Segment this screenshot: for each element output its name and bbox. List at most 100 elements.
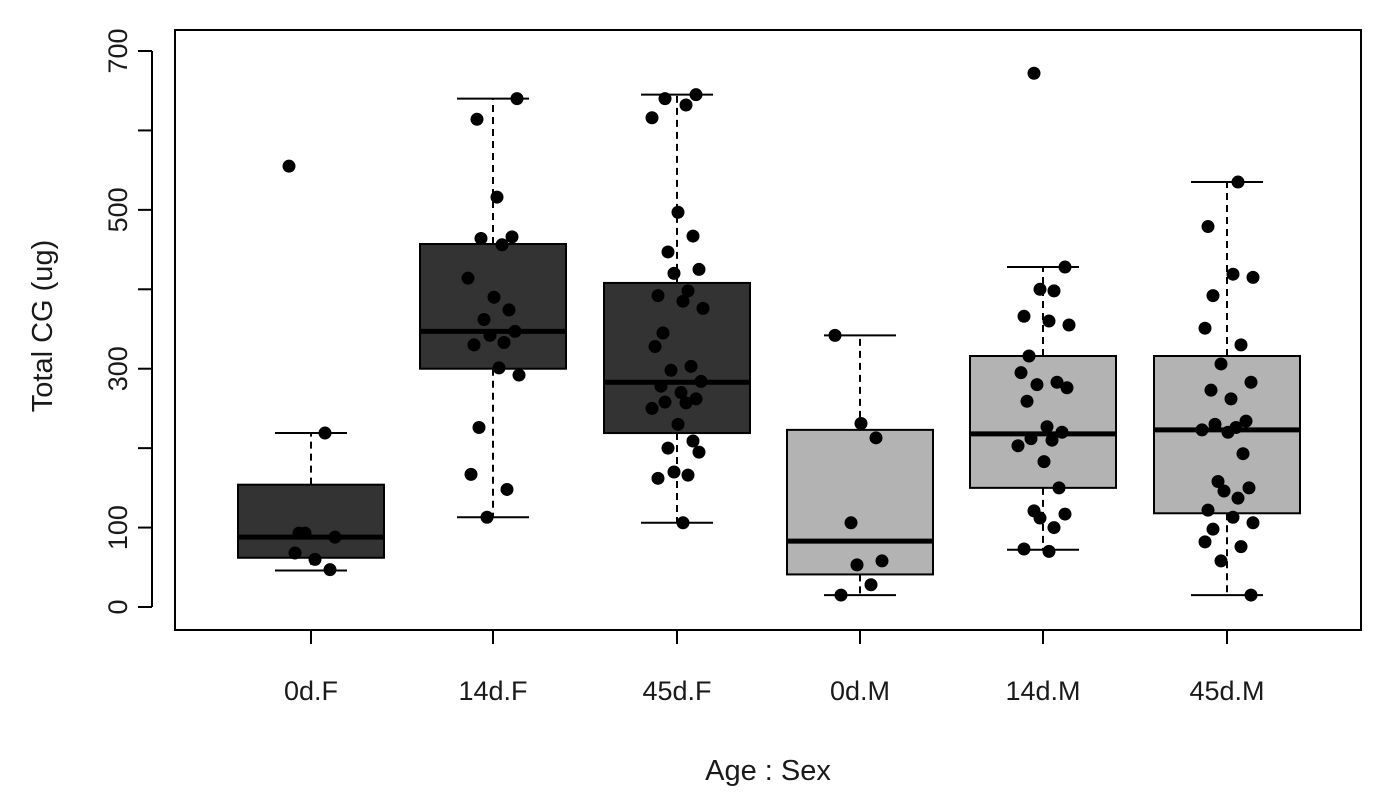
data-point: [1234, 338, 1248, 352]
y-axis: 0 100 300 500 700: [103, 28, 153, 615]
data-point: [1022, 349, 1036, 363]
data-point: [1055, 425, 1069, 439]
x-tick-label: 0d.M: [830, 676, 890, 706]
data-point: [1236, 447, 1250, 461]
data-point: [495, 238, 509, 252]
data-point: [492, 361, 506, 375]
data-point: [679, 396, 693, 410]
box-45d.F: [603, 93, 751, 524]
data-point: [674, 386, 688, 400]
data-point: [308, 552, 322, 566]
data-point: [288, 546, 302, 560]
box-iqr: [419, 243, 567, 370]
data-point: [1058, 260, 1072, 274]
data-point: [1226, 510, 1240, 524]
plot-frame: [174, 29, 1362, 631]
data-point: [834, 588, 848, 602]
data-point: [844, 516, 858, 530]
data-point: [850, 558, 864, 572]
data-point: [1246, 270, 1260, 284]
data-point: [869, 431, 883, 445]
box-iqr: [237, 483, 385, 559]
data-point: [828, 328, 842, 342]
box-0d.F: [237, 432, 385, 572]
data-point: [1033, 511, 1047, 525]
box-14d.M: [969, 266, 1117, 551]
data-point: [1017, 542, 1031, 556]
data-point: [1231, 175, 1245, 189]
data-point: [1214, 554, 1228, 568]
data-point: [676, 294, 690, 308]
data-point: [696, 301, 710, 315]
data-point: [1201, 220, 1215, 234]
data-point: [282, 159, 296, 173]
data-point: [661, 245, 675, 259]
x-axis: 0d.F 14d.F 45d.F 0d.M 14d.M 45d.M: [284, 630, 1265, 706]
data-point: [1027, 66, 1041, 80]
data-point: [864, 578, 878, 592]
data-point: [692, 262, 706, 276]
data-point: [1211, 475, 1225, 489]
data-point: [1198, 535, 1212, 549]
data-point: [1030, 378, 1044, 392]
data-point: [1246, 516, 1260, 530]
data-point: [1244, 375, 1258, 389]
data-point: [1011, 439, 1025, 453]
data-point: [1050, 375, 1064, 389]
data-point: [1239, 414, 1253, 428]
data-point: [483, 328, 497, 342]
data-point: [292, 526, 306, 540]
data-point: [1226, 267, 1240, 281]
y-tick-label: 300: [103, 346, 133, 391]
x-tick-label: 45d.F: [642, 676, 711, 706]
data-point: [1221, 425, 1235, 439]
data-point: [464, 467, 478, 481]
points-14d.M: [1011, 66, 1076, 558]
data-point: [1033, 282, 1047, 296]
data-point: [1195, 423, 1209, 437]
data-point: [1014, 366, 1028, 380]
data-point: [658, 92, 672, 106]
x-tick-label: 14d.F: [458, 676, 527, 706]
data-point: [1047, 521, 1061, 535]
data-point: [1234, 540, 1248, 554]
data-point: [1052, 481, 1066, 495]
data-point: [1040, 420, 1054, 434]
y-tick-label: 0: [103, 599, 133, 614]
box-0d.M: [786, 334, 934, 597]
data-point: [681, 284, 695, 298]
data-point: [505, 230, 519, 244]
x-tick-label: 14d.M: [1005, 676, 1080, 706]
data-point: [1214, 357, 1228, 371]
data-point: [1217, 484, 1231, 498]
data-point: [651, 471, 665, 485]
data-point: [318, 426, 332, 440]
data-point: [490, 190, 504, 204]
points-14d.F: [461, 92, 526, 524]
y-tick-label: 700: [103, 28, 133, 73]
data-point: [487, 290, 501, 304]
points-45d.F: [645, 88, 710, 530]
data-point: [512, 368, 526, 382]
data-point: [654, 379, 668, 393]
data-point: [1024, 432, 1038, 446]
data-point: [1224, 392, 1238, 406]
y-axis-title: Total CG (ug): [27, 240, 59, 412]
data-point: [328, 530, 342, 544]
data-point: [645, 111, 659, 125]
data-point: [1060, 381, 1074, 395]
data-point: [1042, 544, 1056, 558]
data-point: [497, 336, 511, 350]
data-point: [686, 229, 700, 243]
data-point: [681, 468, 695, 482]
data-point: [474, 231, 488, 245]
points-layer: [282, 66, 1260, 602]
box-iqr: [603, 281, 751, 435]
data-point: [1206, 522, 1220, 536]
data-point: [1020, 394, 1034, 408]
data-point: [1198, 321, 1212, 335]
data-point: [667, 266, 681, 280]
x-tick-label: 0d.F: [284, 676, 338, 706]
points-0d.F: [282, 159, 342, 577]
